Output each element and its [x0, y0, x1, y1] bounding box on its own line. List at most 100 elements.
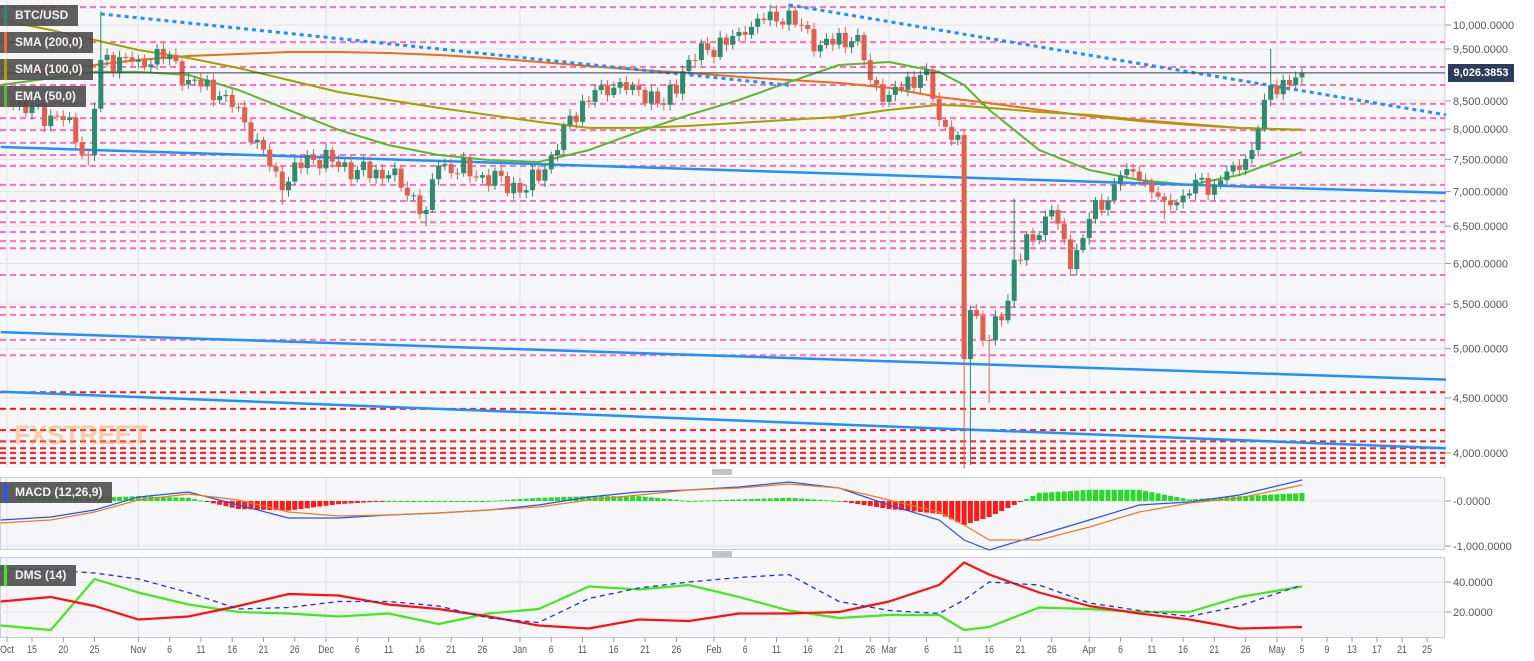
macd-histogram-bar: [986, 501, 992, 517]
macd-histogram-bar: [467, 501, 473, 502]
macd-histogram-bar: [198, 500, 204, 502]
x-axis-labels: Oct 15 20 25 Nov 6 11 16 21 26 Dec 6 11 16 21 26 Jan 6 11 1…: [0, 637, 1432, 656]
candle: [1067, 239, 1073, 270]
macd-histogram-bar: [117, 496, 123, 501]
macd-histogram-bar: [1124, 489, 1130, 501]
macd-histogram-bar: [442, 501, 448, 502]
macd-histogram-bar: [949, 501, 955, 520]
candle: [260, 139, 266, 150]
macd-histogram-bar: [761, 498, 767, 501]
macd-histogram-bar: [773, 498, 779, 501]
macd-histogram-bar: [924, 501, 930, 513]
legend-dms[interactable]: DMS (14): [0, 565, 77, 586]
candle: [623, 82, 629, 90]
macd-histogram-bar: [473, 501, 479, 502]
macd-histogram-bar: [880, 501, 886, 508]
candle: [1224, 171, 1230, 181]
macd-histogram-bar: [154, 496, 160, 501]
candle: [48, 115, 54, 127]
candle: [42, 104, 48, 127]
panel-resize-handle[interactable]: [712, 469, 732, 557]
y-tick-label: 7,000.0000: [1453, 187, 1508, 199]
candle: [173, 54, 179, 62]
macd-histogram-bar: [486, 501, 492, 502]
macd-histogram-bar: [311, 501, 317, 508]
legend-color-swatch: [4, 32, 7, 53]
candle: [861, 34, 867, 61]
macd-histogram-bar: [892, 501, 898, 510]
candle: [605, 85, 611, 95]
macd-histogram-bar: [479, 501, 485, 502]
macd-histogram-bar: [1268, 494, 1274, 501]
macd-histogram-bar: [160, 496, 166, 501]
candle: [479, 175, 485, 178]
candle: [135, 59, 141, 62]
x-tick-label: 20: [58, 644, 68, 656]
candle: [705, 43, 711, 50]
candle: [1124, 169, 1130, 176]
trendline: [0, 145, 1446, 195]
candle: [1049, 209, 1055, 217]
x-tick-label: 5: [1300, 644, 1305, 656]
legend-label: SMA (200,0): [15, 35, 83, 49]
candle: [486, 175, 492, 186]
macd-histogram-bar: [849, 501, 855, 503]
legend-sma-100[interactable]: SMA (100,0): [0, 59, 93, 80]
macd-histogram-bar: [279, 501, 285, 511]
candle: [461, 158, 467, 174]
legend-macd[interactable]: MACD (12,26,9): [0, 482, 113, 503]
candle: [98, 59, 104, 109]
legend-color-swatch: [4, 5, 7, 26]
macd-histogram-bar: [692, 500, 698, 502]
macd-histogram-bar: [1193, 499, 1199, 501]
candle: [542, 169, 548, 181]
macd-histogram-bar: [792, 498, 798, 501]
macd-histogram-bar: [673, 499, 679, 501]
fxstreet-watermark: FXSTREET: [14, 420, 148, 451]
macd-histogram-bar: [386, 501, 392, 502]
candle: [1243, 159, 1249, 170]
candle: [1130, 169, 1136, 172]
candle: [980, 316, 986, 341]
candle: [54, 115, 60, 117]
macd-histogram-bar: [1017, 501, 1023, 502]
candle: [773, 11, 779, 22]
candle: [167, 54, 173, 60]
legend-color-swatch: [4, 565, 7, 586]
macd-histogram-bar: [448, 501, 454, 502]
macd-histogram-bar: [1155, 493, 1161, 501]
macd-histogram-bar: [292, 501, 298, 510]
candle: [392, 168, 398, 176]
candle: [454, 173, 460, 175]
legend-sma-200[interactable]: SMA (200,0): [0, 32, 93, 53]
candle: [992, 316, 998, 341]
macd-signal-line: [0, 483, 1303, 541]
macd-histogram-bar: [423, 501, 429, 502]
macd-histogram-bar: [1274, 494, 1280, 501]
legend-ema-50[interactable]: EMA (50,0): [0, 86, 86, 107]
candle: [67, 117, 73, 120]
candle: [329, 149, 335, 162]
macd-histogram-bar: [1061, 491, 1067, 501]
candle: [730, 36, 736, 45]
candle: [210, 79, 216, 101]
macd-histogram-bar: [454, 501, 460, 502]
candle: [661, 103, 667, 105]
macd-histogram-bar: [999, 501, 1005, 511]
macd-histogram-bar: [798, 498, 804, 501]
legend-btcusd[interactable]: BTC/USD: [0, 5, 79, 26]
candle: [417, 195, 423, 215]
macd-histogram-bar: [336, 501, 342, 505]
candle: [223, 94, 229, 97]
candle: [1161, 196, 1167, 201]
macd-histogram-bar: [1118, 489, 1124, 501]
macd-histogram-bar: [185, 497, 191, 501]
macd-histogram-bar: [529, 498, 535, 501]
candle: [636, 85, 642, 90]
macd-histogram-bar: [1161, 494, 1167, 501]
macd-histogram-bar: [836, 501, 842, 502]
y-tick-label: 4,500.0000: [1453, 393, 1508, 405]
candle: [805, 25, 811, 30]
x-tick-label: 13: [1347, 644, 1357, 656]
